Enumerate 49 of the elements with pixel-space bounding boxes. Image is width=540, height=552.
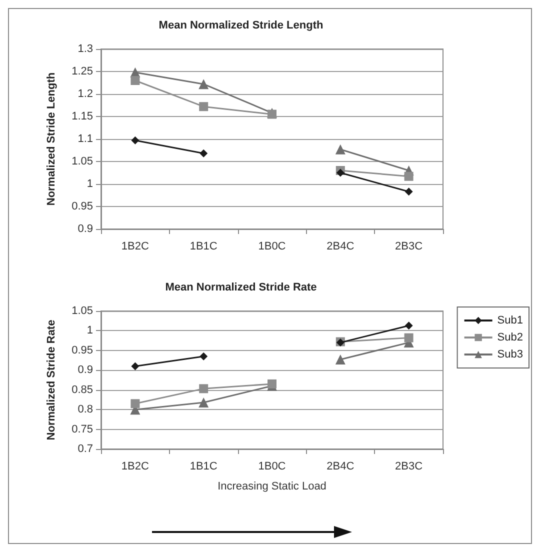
point <box>131 362 140 370</box>
y-tick-label: 0.8 <box>78 404 93 416</box>
y-tick-label: 0.9 <box>78 364 93 376</box>
point <box>336 168 344 177</box>
x-tick-label: 2B4C <box>326 460 354 472</box>
point <box>404 322 413 330</box>
point <box>198 397 209 408</box>
y-axis-title: Normalized Stride Length <box>46 72 58 206</box>
y-tick-label: 1.25 <box>72 66 93 78</box>
y-tick-label: 1.1 <box>78 133 93 145</box>
point <box>199 102 208 112</box>
chart-title: Mean Normalized Stride Length <box>158 20 324 32</box>
point <box>268 379 276 388</box>
y-axis-title: Normalized Stride Rate <box>46 320 58 440</box>
y-tick-label: 1 <box>86 178 93 190</box>
x-tick-label: 1B1C <box>190 460 218 472</box>
point <box>131 136 140 144</box>
point <box>130 399 140 408</box>
x-axis-title: Increasing Static Load <box>218 480 326 492</box>
y-tick-label: 0.75 <box>72 423 93 436</box>
chart-title: Mean Normalized Stride Rate <box>165 282 317 294</box>
y-tick-label: 0.95 <box>72 200 93 212</box>
y-tick-label: 1.05 <box>72 305 93 317</box>
legend-label: Sub1 <box>497 314 524 326</box>
x-tick-label: 1B0C <box>258 460 286 472</box>
x-tick-label: 2B3C <box>395 240 423 252</box>
x-tick-label: 2B3C <box>395 460 423 472</box>
y-tick-label: 1.3 <box>78 43 93 55</box>
legend-label: Sub3 <box>497 348 524 360</box>
point <box>404 188 413 196</box>
point <box>200 149 208 158</box>
y-tick-label: 0.7 <box>78 443 93 455</box>
x-tick-label: 1B0C <box>258 240 286 252</box>
y-tick-label: 1 <box>86 324 93 337</box>
y-tick-label: 0.85 <box>72 384 93 396</box>
x-tick-label: 1B2C <box>121 240 150 252</box>
x-tick-label: 1B1C <box>190 240 218 252</box>
y-tick-label: 1.2 <box>78 88 93 100</box>
y-tick-label: 0.95 <box>72 344 93 356</box>
x-tick-label: 1B2C <box>121 460 150 472</box>
point <box>198 79 209 90</box>
y-tick-label: 1.15 <box>72 110 93 122</box>
point <box>130 76 140 85</box>
point <box>200 352 208 360</box>
y-tick-label: 0.9 <box>78 223 93 235</box>
y-tick-label: 1.05 <box>72 156 93 168</box>
x-tick-label: 2B4C <box>326 240 354 252</box>
legend-label: Sub2 <box>497 332 524 344</box>
point <box>199 384 208 394</box>
